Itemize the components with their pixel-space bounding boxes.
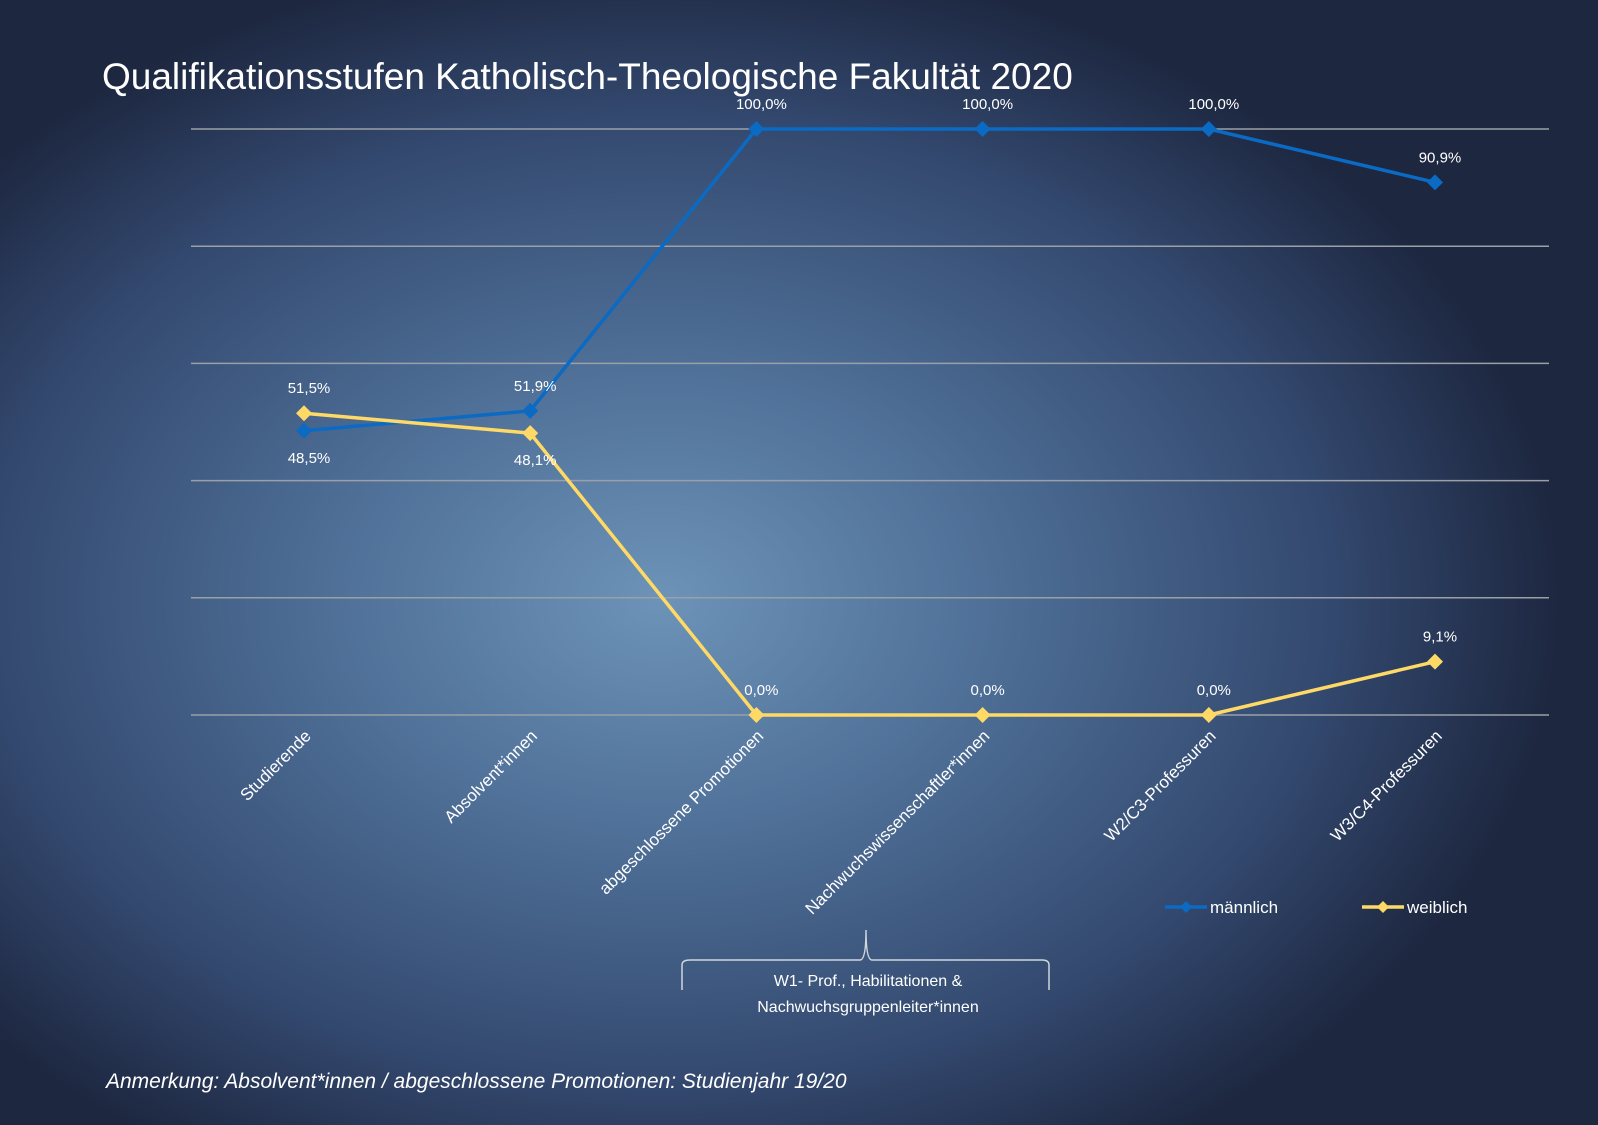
chart-title: Qualifikationsstufen Katholisch-Theologi… [102, 56, 1073, 97]
legend-marker [1180, 901, 1192, 913]
data-point [1427, 653, 1443, 670]
legend-label: weiblich [1406, 898, 1467, 917]
data-point [1200, 121, 1217, 137]
data-label: 51,5% [288, 380, 331, 397]
x-tick-label: Studierende [237, 726, 315, 804]
data-point [522, 425, 539, 442]
data-label: 0,0% [744, 682, 778, 699]
x-tick-label: W3/C4-Professuren [1327, 726, 1446, 845]
data-point [748, 121, 765, 137]
data-point [748, 707, 765, 723]
series-line-männlich [303, 127, 1436, 433]
data-label: 9,1% [1423, 629, 1457, 646]
x-tick-label: abgeschlossene Promotionen [595, 726, 767, 898]
annotation-text: Nachwuchsgruppenleiter*innen [757, 999, 978, 1016]
data-label: 100,0% [736, 96, 787, 113]
data-label: 0,0% [1197, 682, 1231, 699]
data-label: 48,5% [288, 450, 331, 467]
annotation-bracket [681, 929, 1050, 990]
data-point [1200, 707, 1217, 723]
annotation-text: W1- Prof., Habilitationen & [774, 973, 963, 990]
data-label: 90,9% [1419, 149, 1462, 166]
data-label: 100,0% [962, 96, 1013, 113]
data-point [296, 405, 312, 422]
data-point [1427, 174, 1443, 191]
data-point [974, 707, 991, 723]
legend-marker [1377, 901, 1389, 913]
data-label: 48,1% [514, 452, 557, 469]
data-label: 51,9% [514, 378, 557, 395]
chart-note: Anmerkung: Absolvent*innen / abgeschloss… [106, 1070, 847, 1093]
x-tick-label: Absolvent*innen [441, 726, 541, 826]
x-tick-label: Nachwuchswissenschaftler*innen [802, 726, 994, 918]
series-line-weiblich [303, 411, 1436, 717]
legend-label: männlich [1210, 898, 1278, 917]
data-point [522, 402, 539, 419]
data-label: 0,0% [970, 682, 1004, 699]
data-point [296, 422, 312, 439]
data-label: 100,0% [1188, 96, 1239, 113]
data-point [974, 121, 991, 137]
x-tick-label: W2/C3-Professuren [1101, 726, 1220, 845]
